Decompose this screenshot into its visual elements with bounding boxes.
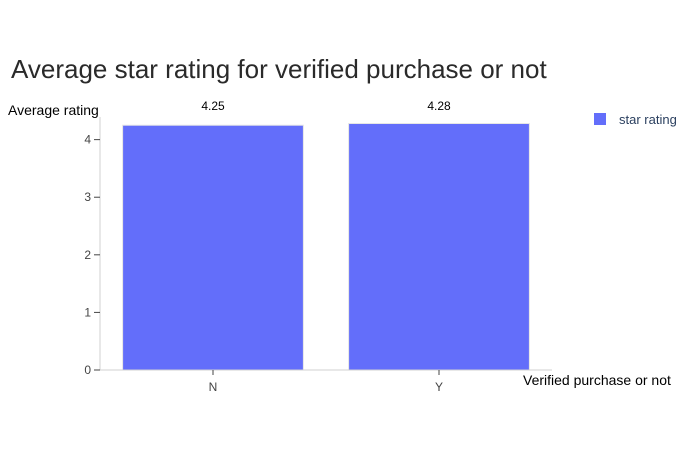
y-tick-label-3: 3 bbox=[84, 190, 91, 204]
y-axis-title: Average rating bbox=[8, 102, 99, 118]
y-tick-label-4: 4 bbox=[84, 133, 91, 147]
y-tick-label-0: 0 bbox=[84, 363, 91, 377]
y-tick-label-2: 2 bbox=[84, 248, 91, 262]
chart-title: Average star rating for verified purchas… bbox=[11, 54, 547, 84]
bar-y[interactable] bbox=[348, 123, 530, 371]
legend[interactable]: star rating bbox=[594, 112, 677, 127]
data-label-y: 4.28 bbox=[427, 99, 451, 113]
bars-layer bbox=[122, 123, 530, 371]
legend-swatch bbox=[594, 113, 606, 125]
y-ticks-layer: 0 1 2 3 4 bbox=[84, 133, 100, 377]
data-label-n: 4.25 bbox=[201, 99, 225, 113]
y-tick-label-1: 1 bbox=[84, 305, 91, 319]
x-axis-title: Verified purchase or not bbox=[523, 372, 671, 388]
bar-n[interactable] bbox=[122, 124, 304, 371]
legend-label-star-rating: star rating bbox=[619, 112, 677, 127]
data-labels-layer: 4.25 4.28 bbox=[201, 99, 451, 113]
x-tick-label-y: Y bbox=[435, 380, 443, 394]
x-tick-label-n: N bbox=[209, 380, 218, 394]
